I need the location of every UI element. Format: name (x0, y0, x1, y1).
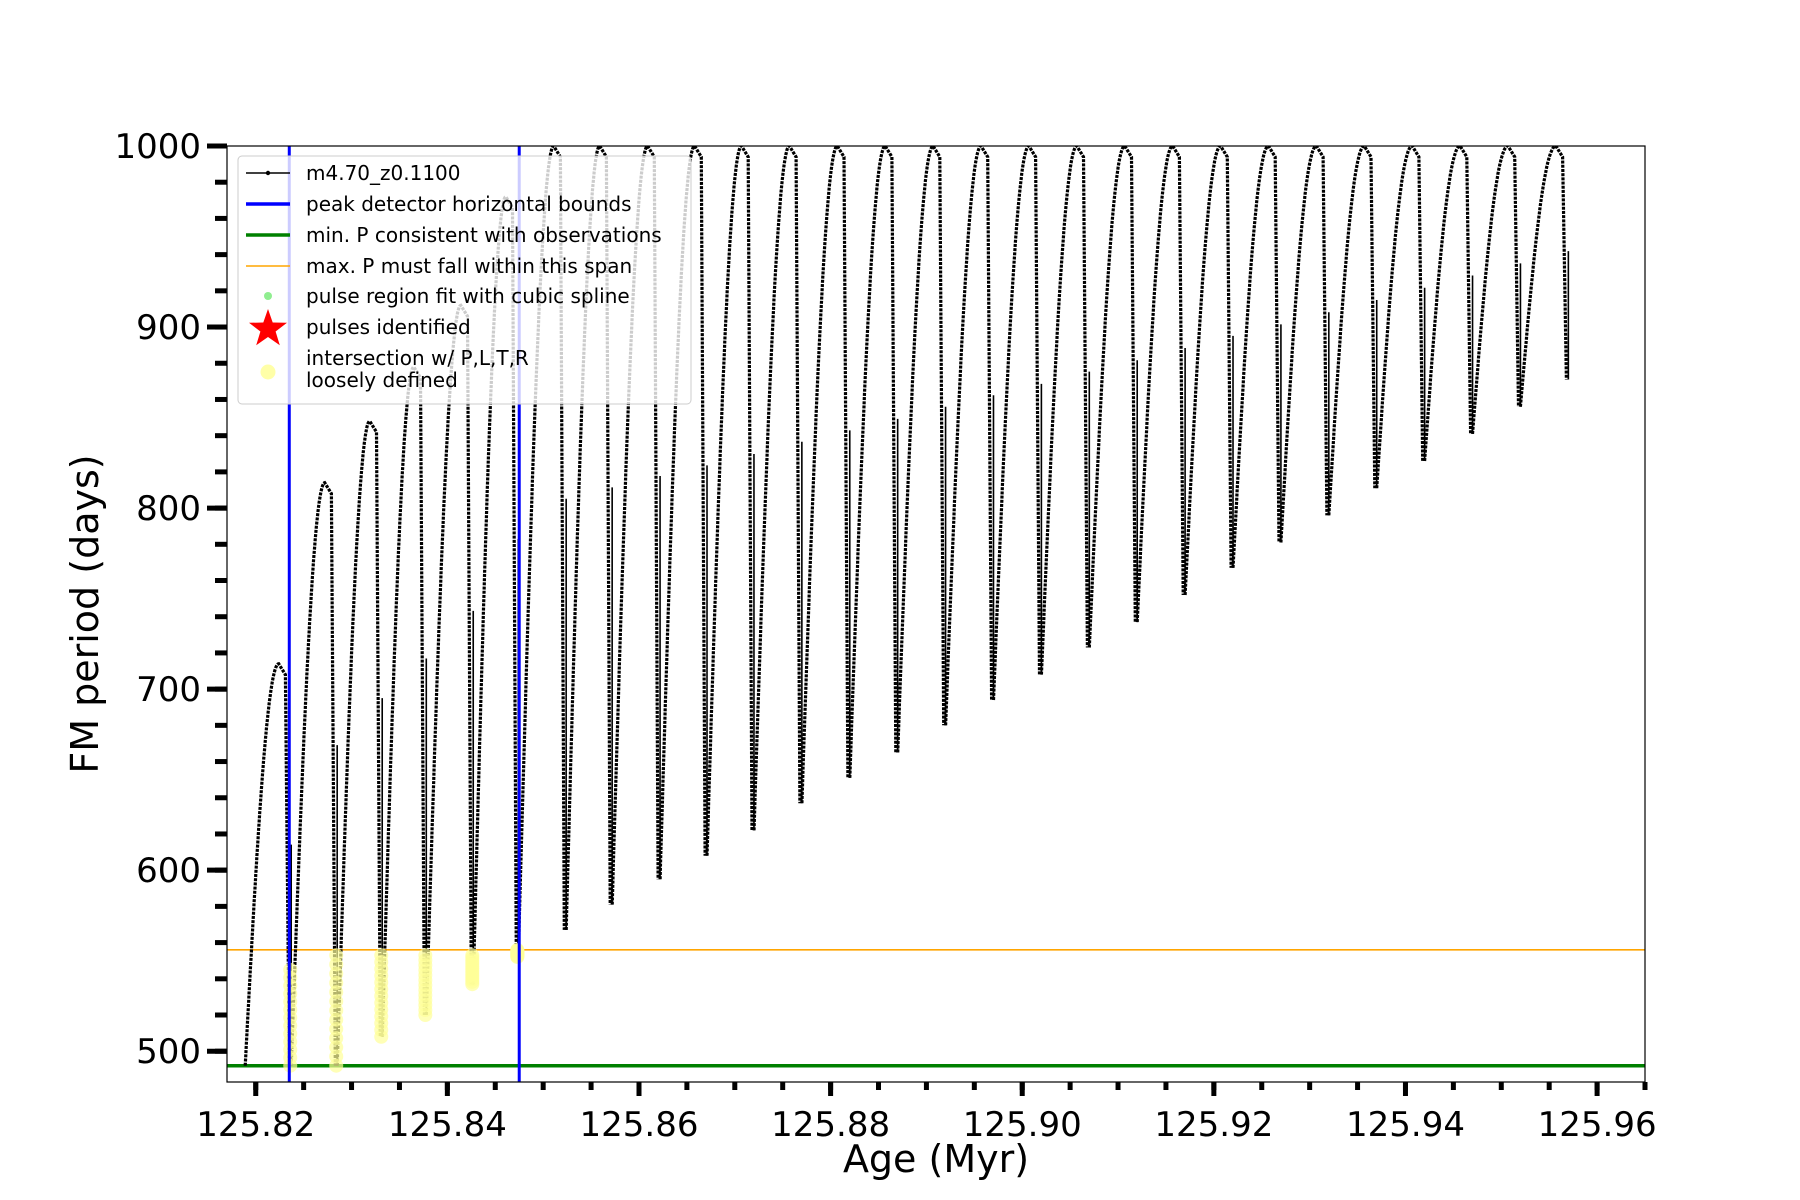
pulse-curve (1327, 146, 1377, 516)
legend-box (237, 155, 692, 405)
legend-marker (265, 170, 271, 176)
legend-label: intersection w/ P,L,T,R (306, 346, 529, 370)
y-tick-label: 800 (136, 489, 201, 529)
legend-star-icon (249, 309, 287, 346)
x-tick-label: 125.82 (196, 1105, 315, 1145)
intersection-point (465, 948, 480, 963)
pulse-curve (896, 146, 946, 753)
x-tick-label: 125.94 (1346, 1105, 1465, 1145)
x-tick-label: 125.92 (1154, 1105, 1273, 1145)
y-tick-label: 500 (136, 1032, 201, 1072)
legend-label: pulse region fit with cubic spline (306, 284, 630, 308)
legend-label: max. P must fall within this span (306, 254, 632, 278)
pulse-curve (752, 146, 802, 831)
pulse-curve (848, 146, 898, 778)
intersection-markers (283, 942, 525, 1073)
legend-item-maxp: max. P must fall within this span (246, 254, 632, 278)
legend-item-pulses: pulses identified (249, 309, 471, 346)
pulse-curve (705, 146, 754, 856)
legend-item-bounds: peak detector horizontal bounds (246, 192, 632, 216)
x-tick-label: 125.90 (963, 1105, 1082, 1145)
legend-label: pulses identified (306, 315, 471, 339)
legend-swatch (260, 364, 276, 380)
pulse-curve (991, 146, 1042, 701)
x-tick-label: 125.86 (580, 1105, 699, 1145)
y-tick-label: 900 (136, 308, 201, 348)
legend-item-minp: min. P consistent with observations (246, 223, 662, 247)
y-axis-label: FM period (days) (63, 454, 107, 773)
pulse-curve (1470, 146, 1521, 435)
y-tick-label: 600 (136, 851, 201, 891)
x-tick-label: 125.88 (771, 1105, 890, 1145)
legend-swatch (264, 292, 272, 300)
legend-item-model: m4.70_z0.1100 (246, 161, 461, 185)
legend-label-line2: loosely defined (306, 368, 458, 392)
x-axis-label: Age (Myr) (843, 1137, 1029, 1181)
pulse-curve (1279, 146, 1329, 543)
x-tick-label: 125.96 (1538, 1105, 1657, 1145)
intersection-point (418, 948, 433, 963)
pulse-curve (1039, 146, 1089, 675)
pulse-curve (944, 146, 994, 726)
pulse-curve (1135, 146, 1185, 623)
pulse-curve (243, 662, 291, 1066)
intersection-point (374, 948, 389, 963)
y-tick-label: 700 (136, 670, 201, 710)
legend-label: m4.70_z0.1100 (306, 161, 461, 185)
pulse-curve (1231, 146, 1281, 568)
pulse-curve (1375, 146, 1425, 489)
y-axis: 500 600 700 800 900 1000 (114, 127, 227, 1072)
intersection-point (329, 948, 344, 963)
intersection-point (510, 942, 525, 957)
x-axis: 125.82 125.84 125.86 125.88 125.90 125.92 125.… (196, 1082, 1657, 1145)
pulse-curve (289, 480, 337, 1066)
y-tick-label: 1000 (114, 127, 201, 167)
pulse-curve (335, 419, 382, 1066)
pulse-curve (1183, 146, 1233, 596)
legend-label: peak detector horizontal bounds (306, 192, 632, 216)
pulse-curve (800, 146, 850, 804)
pulse-curve (380, 364, 426, 1037)
pulse-curve (1423, 146, 1473, 462)
x-tick-label: 125.84 (388, 1105, 507, 1145)
plot-frame (226, 145, 1646, 1083)
pulse-curve (1518, 146, 1568, 407)
legend-label: min. P consistent with observations (306, 223, 662, 247)
legend-item-fit: pulse region fit with cubic spline (264, 284, 630, 308)
